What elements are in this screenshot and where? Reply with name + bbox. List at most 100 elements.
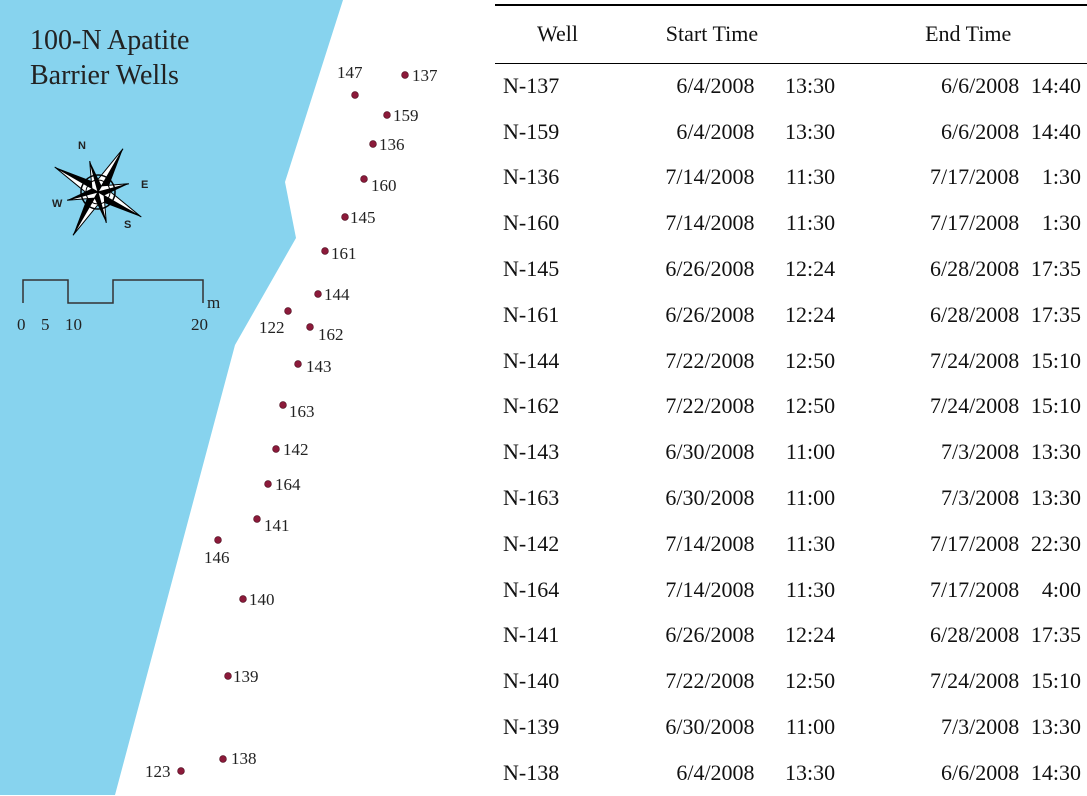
table-row: N-136 7/14/2008 11:30 7/17/2008 1:30: [495, 155, 1087, 201]
well-label-141: 141: [264, 516, 290, 535]
well-marker-138: [219, 755, 227, 763]
well-cell: N-143: [503, 439, 560, 465]
table-row: N-160 7/14/2008 11:30 7/17/2008 1:30: [495, 200, 1087, 246]
end-date-cell: 6/28/2008: [930, 622, 1020, 648]
table-row: N-141 6/26/2008 12:24 6/28/2008 17:35: [495, 613, 1087, 659]
end-time-cell: 15:10: [1030, 668, 1081, 694]
header-end-time: End Time: [855, 4, 1087, 64]
well-label-147: 147: [337, 63, 363, 82]
start-time-cell: 12:50: [784, 393, 836, 419]
start-time-cell: 13:30: [784, 73, 836, 99]
end-time-cell: 1:30: [1041, 164, 1081, 190]
scale-tick-0: 0: [17, 315, 26, 334]
table-row: N-161 6/26/2008 12:24 6/28/2008 17:35: [495, 292, 1087, 338]
well-marker-160: [360, 175, 368, 183]
start-time-cell: 11:30: [785, 576, 836, 602]
well-cell: N-138: [503, 759, 560, 785]
header-start-time: Start Time: [605, 4, 856, 64]
table-row: N-164 7/14/2008 11:30 7/17/2008 4:00: [495, 567, 1087, 613]
well-label-163: 163: [289, 402, 315, 421]
well-label-160: 160: [371, 176, 397, 195]
well-cell: N-145: [503, 256, 560, 282]
start-date-cell: 6/4/2008: [676, 73, 755, 99]
end-date-cell: 6/28/2008: [930, 301, 1020, 327]
start-date-cell: 7/14/2008: [665, 210, 755, 236]
well-label-146: 146: [204, 548, 230, 567]
well-marker-163: [279, 401, 287, 409]
well-cell: N-137: [503, 73, 560, 99]
start-time-cell: 11:00: [785, 485, 836, 511]
well-cell: N-139: [503, 714, 560, 740]
well-label-159: 159: [393, 106, 419, 125]
start-date-cell: 6/4/2008: [676, 118, 755, 144]
end-date-cell: 7/3/2008: [941, 485, 1020, 511]
start-date-cell: 6/30/2008: [665, 439, 755, 465]
end-date-cell: 6/28/2008: [930, 256, 1020, 282]
start-date-cell: 7/14/2008: [665, 164, 755, 190]
end-time-cell: 14:40: [1030, 73, 1081, 99]
scale-tick-10: 10: [65, 315, 82, 334]
start-time-cell: 11:00: [785, 439, 836, 465]
scale-tick-5: 5: [41, 315, 50, 334]
well-schedule-table: Well Start Time End Time N-137 6/4/2008 13…: [495, 4, 1087, 796]
well-label-140: 140: [249, 590, 275, 609]
start-time-cell: 11:30: [785, 530, 836, 556]
end-time-cell: 4:00: [1041, 576, 1081, 602]
table-row: N-140 7/22/2008 12:50 7/24/2008 15:10: [495, 658, 1087, 704]
start-time-cell: 13:30: [784, 759, 836, 785]
start-time-cell: 12:24: [784, 256, 836, 282]
well-label-144: 144: [324, 285, 350, 304]
end-time-cell: 14:40: [1030, 118, 1081, 144]
start-time-cell: 12:50: [784, 347, 836, 373]
start-date-cell: 7/22/2008: [665, 668, 755, 694]
river-water: [0, 0, 343, 795]
well-cell: N-144: [503, 347, 560, 373]
well-label-164: 164: [275, 475, 301, 494]
well-cell: N-163: [503, 485, 560, 511]
scale-unit: m: [207, 293, 220, 312]
end-date-cell: 6/6/2008: [941, 759, 1020, 785]
compass-rose-icon: N E S W: [52, 140, 148, 236]
start-date-cell: 6/30/2008: [665, 714, 755, 740]
compass-label-e: E: [141, 179, 148, 191]
end-time-cell: 13:30: [1030, 439, 1081, 465]
start-time-cell: 12:24: [784, 622, 836, 648]
well-label-123: 123: [145, 762, 171, 781]
well-cell: N-142: [503, 530, 560, 556]
well-marker-145: [341, 213, 349, 221]
well-marker-146: [214, 536, 222, 544]
compass-label-s: S: [124, 219, 131, 231]
end-time-cell: 17:35: [1030, 301, 1081, 327]
end-time-cell: 15:10: [1030, 347, 1081, 373]
well-label-122: 122: [259, 318, 285, 337]
well-marker-141: [253, 515, 261, 523]
well-marker-159: [383, 111, 391, 119]
end-date-cell: 7/24/2008: [930, 668, 1020, 694]
end-time-cell: 14:30: [1030, 759, 1081, 785]
scale-bar: 0 5 10 20 m: [17, 279, 220, 334]
well-cell: N-164: [503, 576, 560, 602]
end-date-cell: 7/24/2008: [930, 393, 1020, 419]
well-label-162: 162: [318, 325, 344, 344]
well-marker-164: [264, 480, 272, 488]
table-header-row: Well Start Time End Time: [495, 4, 1087, 64]
well-label-145: 145: [350, 208, 376, 227]
start-time-cell: 11:00: [785, 714, 836, 740]
well-label-161: 161: [331, 244, 357, 263]
well-marker-161: [321, 247, 329, 255]
table-row: N-139 6/30/2008 11:00 7/3/2008 13:30: [495, 704, 1087, 750]
compass-label-w: W: [52, 198, 63, 210]
start-date-cell: 7/22/2008: [665, 347, 755, 373]
map-title-line1: 100-N Apatite: [30, 25, 189, 56]
start-date-cell: 6/26/2008: [665, 256, 755, 282]
well-cell: N-136: [503, 164, 560, 190]
well-label-142: 142: [283, 440, 309, 459]
map-title-line2: Barrier Wells: [30, 60, 179, 91]
table-row: N-142 7/14/2008 11:30 7/17/2008 22:30: [495, 521, 1087, 567]
well-location-map: 100-N Apatite Barrier Wells: [0, 0, 438, 795]
end-date-cell: 7/17/2008: [930, 164, 1020, 190]
scale-tick-20: 20: [191, 315, 208, 334]
start-date-cell: 7/14/2008: [665, 576, 755, 602]
table-row: N-162 7/22/2008 12:50 7/24/2008 15:10: [495, 384, 1087, 430]
well-cell: N-141: [503, 622, 560, 648]
